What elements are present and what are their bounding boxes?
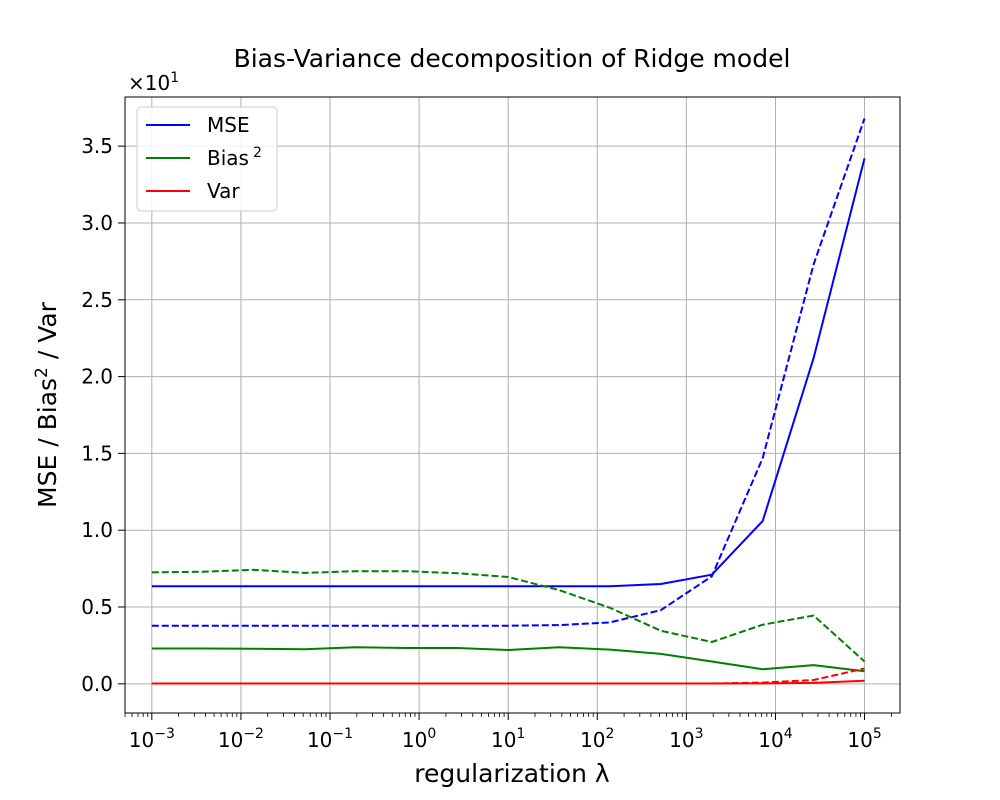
x-tick-label: 103 bbox=[669, 726, 703, 752]
y-axis-label: MSE / Bias2 / Var bbox=[32, 301, 62, 508]
y-ticks: 0.0 0.5 1.0 1.5 2.0 2.5 3.0 3.5 bbox=[81, 134, 125, 696]
x-tick-label: 10−1 bbox=[307, 726, 353, 752]
x-tick-label: 105 bbox=[847, 726, 881, 752]
x-tick-label: 10−2 bbox=[218, 726, 264, 752]
x-ticks: 10−3 10−2 10−1 100 101 102 103 104 105 bbox=[124, 713, 892, 752]
legend-label: Var bbox=[207, 179, 240, 203]
legend: MSE Bias 2 Var bbox=[136, 106, 278, 212]
y-tick-label: 0.0 bbox=[81, 672, 113, 696]
legend-label: Bias 2 bbox=[207, 145, 262, 170]
legend-box bbox=[136, 106, 278, 212]
x-tick-label: 101 bbox=[491, 726, 525, 752]
y-tick-label: 3.5 bbox=[81, 134, 113, 158]
y-tick-label: 2.0 bbox=[81, 365, 113, 389]
plot-frame bbox=[124, 96, 901, 714]
series-lines bbox=[151, 118, 866, 685]
y-tick-label: 3.0 bbox=[81, 211, 113, 235]
x-tick-label: 102 bbox=[580, 726, 614, 752]
y-offset-label: ×101 bbox=[128, 70, 179, 95]
series-line-solid-0 bbox=[151, 158, 866, 588]
x-tick-label: 100 bbox=[402, 726, 436, 752]
legend-label: MSE bbox=[207, 113, 250, 137]
series-line-dashed-4 bbox=[151, 568, 866, 663]
y-tick-label: 0.5 bbox=[81, 595, 113, 619]
x-tick-label: 10−3 bbox=[129, 726, 175, 752]
y-tick-label: 1.0 bbox=[81, 518, 113, 542]
chart-title: Bias-Variance decomposition of Ridge mod… bbox=[234, 44, 791, 73]
y-tick-label: 1.5 bbox=[81, 441, 113, 465]
series-line-dashed-5 bbox=[151, 667, 865, 685]
x-axis-label: regularization λ bbox=[414, 759, 610, 788]
grid bbox=[125, 97, 900, 713]
x-tick-label: 104 bbox=[758, 726, 792, 752]
series-line-solid-1 bbox=[151, 646, 865, 673]
series-line-dashed-3 bbox=[151, 118, 866, 627]
y-tick-label: 2.5 bbox=[81, 288, 113, 312]
